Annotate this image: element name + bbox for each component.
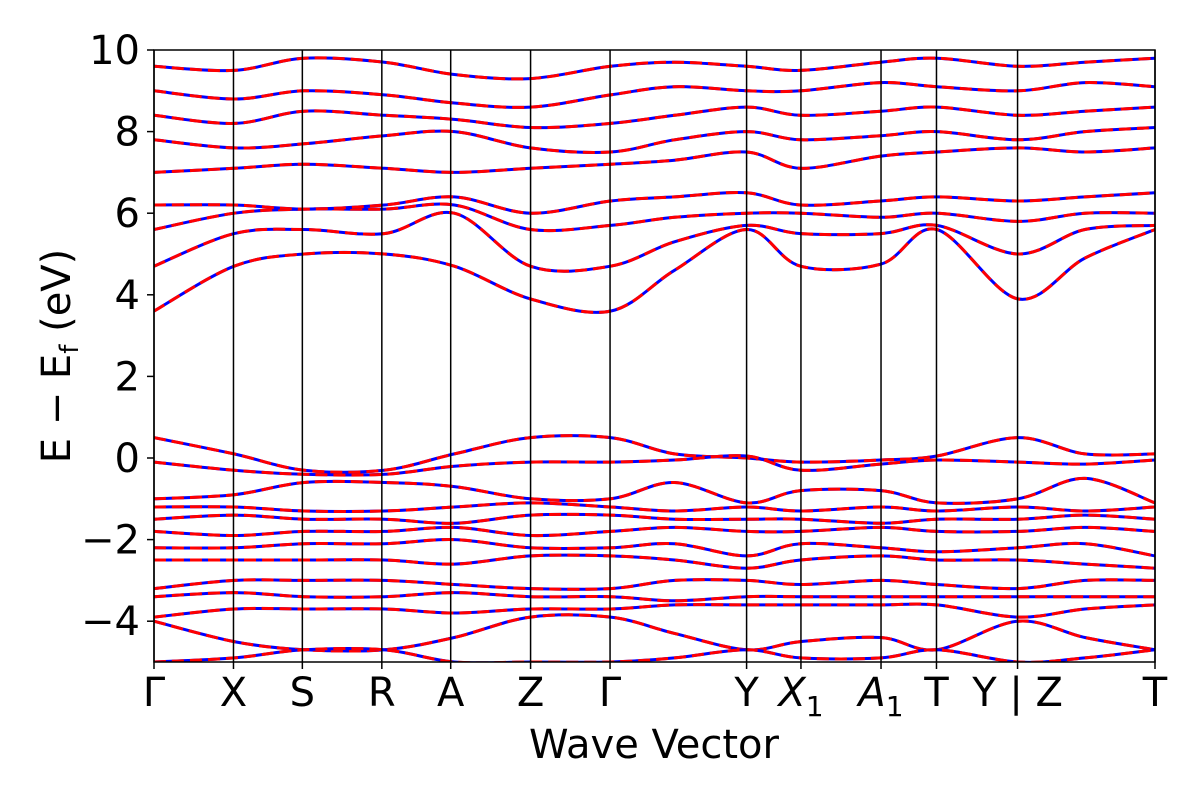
- band-vb2-dashed: [154, 454, 1155, 477]
- x-tick-label: Y: [733, 670, 759, 716]
- band-vb3-dashed: [154, 476, 1155, 505]
- y-tick-label: −2: [81, 518, 140, 564]
- x-tick-label: Z: [517, 670, 544, 716]
- band-cb9-dashed: [154, 56, 1155, 81]
- y-axis-ticks: −4 −2 0 2 4 6 8 10: [81, 28, 154, 645]
- y-tick-label: 6: [115, 191, 140, 237]
- band-cb6-dashed: [154, 126, 1155, 154]
- y-tick-label: 0: [115, 436, 140, 482]
- band-cb5-solid: [154, 146, 1155, 174]
- x-tick-label: Γ: [599, 670, 622, 716]
- bands-layer: [154, 56, 1155, 662]
- band-vb12-solid: [154, 613, 1155, 653]
- x-tick-label: Γ: [143, 670, 166, 716]
- x-tick-label: X: [220, 670, 247, 716]
- band-cb1-dashed: [154, 227, 1155, 314]
- x-tick-label: A1: [855, 670, 903, 723]
- y-tick-label: 4: [115, 273, 140, 319]
- band-vb1-solid: [154, 434, 1155, 474]
- band-vb2-solid: [154, 454, 1155, 477]
- x-tick-label: T: [1142, 670, 1168, 716]
- band-vb4-dashed: [154, 501, 1155, 514]
- band-vb8-dashed: [154, 553, 1155, 570]
- y-tick-label: −4: [81, 599, 140, 645]
- band-cb2-solid: [154, 210, 1155, 273]
- y-axis-label: E − Ef (eV): [34, 249, 85, 464]
- y-tick-label: 10: [89, 28, 140, 74]
- band-vb9-dashed: [154, 578, 1155, 591]
- band-cb1-solid: [154, 227, 1155, 314]
- x-tick-label: S: [290, 670, 315, 716]
- kpath-lines: [153, 50, 1156, 662]
- band-vb7-dashed: [154, 538, 1155, 558]
- x-axis-label: Wave Vector: [529, 722, 780, 768]
- y-tick-label: 8: [115, 110, 140, 156]
- band-vb10-dashed: [154, 591, 1155, 603]
- y-tick-label: 2: [115, 354, 140, 400]
- plot-frame: [153, 49, 1156, 663]
- band-vb1-dashed: [154, 434, 1155, 474]
- band-vb8-solid: [154, 553, 1155, 570]
- band-cb9-solid: [154, 56, 1155, 81]
- x-tick-label: R: [368, 670, 396, 716]
- band-cb8-solid: [154, 81, 1155, 109]
- y-axis-label-unit: (eV): [34, 249, 80, 345]
- band-vb11-dashed: [154, 602, 1155, 619]
- band-vb5-dashed: [154, 512, 1155, 525]
- band-cb8-dashed: [154, 81, 1155, 109]
- band-cb7-dashed: [154, 105, 1155, 130]
- band-cb4-dashed: [154, 191, 1155, 215]
- x-tick-label: T: [923, 670, 949, 716]
- band-vb12-dashed: [154, 613, 1155, 653]
- band-cb5-dashed: [154, 146, 1155, 174]
- band-vb6-dashed: [154, 525, 1155, 538]
- y-axis-label-main: E − E: [34, 354, 80, 464]
- y-axis-label-sub: f: [55, 344, 85, 354]
- x-tick-label: Y | Z: [971, 670, 1063, 716]
- x-tick-label: X1: [776, 670, 823, 723]
- band-vb13-dashed: [154, 646, 1155, 662]
- x-tick-label: A: [437, 670, 465, 716]
- x-axis-ticks: Γ X S R A Z Γ Y X1 A1 T Y | Z T: [143, 662, 1168, 723]
